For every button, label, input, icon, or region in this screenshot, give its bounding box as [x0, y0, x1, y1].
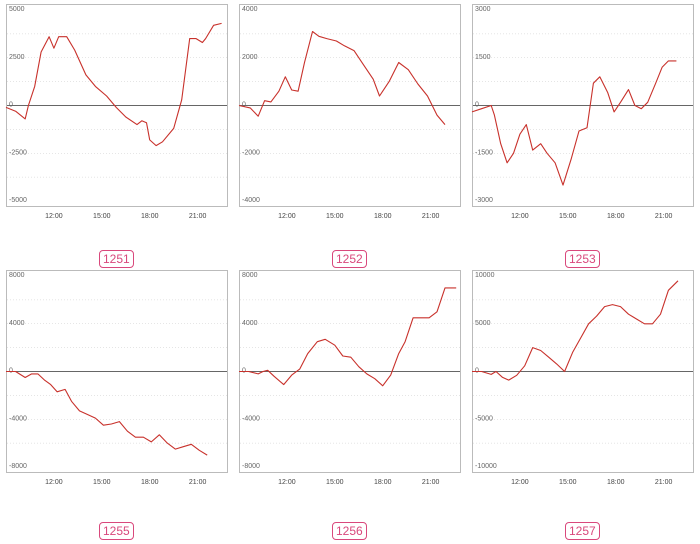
x-tick-label: 12:00 [278, 213, 296, 220]
x-tick-label: 15:00 [326, 213, 344, 220]
x-tick-label: 12:00 [511, 213, 529, 220]
chart-panel-1256: 8000 4000 0 -4000 -8000 12:00 15:00 18:00 21:00 [239, 270, 461, 489]
y-tick-label: -4000 [242, 415, 260, 422]
y-tick-label: 8000 [242, 272, 258, 279]
y-tick-label: 5000 [475, 320, 491, 327]
chart-label-badge[interactable]: 1257 [565, 522, 600, 540]
x-tick-label: 12:00 [45, 213, 63, 220]
x-tick-label: 18:00 [374, 213, 392, 220]
y-tick-label: -5000 [475, 415, 493, 422]
y-tick-label: 4000 [242, 6, 258, 13]
y-tick-label: 10000 [475, 272, 495, 279]
y-tick-label: 0 [9, 102, 13, 109]
y-tick-label: -5000 [9, 197, 27, 204]
x-tick-label: 21:00 [655, 213, 673, 220]
y-tick-label: -4000 [9, 415, 27, 422]
y-tick-label: -10000 [475, 463, 497, 470]
x-tick-label: 21:00 [189, 213, 207, 220]
x-tick-label: 18:00 [607, 479, 625, 486]
x-tick-label: 15:00 [93, 479, 111, 486]
x-tick-label: 21:00 [655, 479, 673, 486]
series-line-1253 [471, 60, 677, 186]
x-tick-label: 12:00 [45, 479, 63, 486]
y-tick-label: -8000 [242, 463, 260, 470]
series-line-1257 [472, 280, 679, 381]
x-tick-label: 15:00 [559, 213, 577, 220]
x-tick-label: 21:00 [422, 479, 440, 486]
x-tick-label: 12:00 [278, 479, 296, 486]
y-tick-label: 4000 [242, 320, 258, 327]
x-tick-label: 18:00 [607, 213, 625, 220]
series-line-1251 [5, 22, 222, 147]
y-tick-label: 3000 [475, 6, 491, 13]
x-tick-label: 18:00 [141, 479, 159, 486]
chart-svg-1251: 5000 2500 0 -2500 -5000 12:00 15:00 18:00 21:00 [5, 4, 228, 220]
y-tick-label: 1500 [475, 54, 491, 61]
chart-svg-1252: 4000 2000 0 -2000 -4000 12:00 15:00 18:00 21:00 [238, 4, 461, 220]
chart-label-badge[interactable]: 1253 [565, 250, 600, 268]
series-line-1256 [239, 287, 457, 387]
chart-label-badge[interactable]: 1251 [99, 250, 134, 268]
chart-label-badge[interactable]: 1256 [332, 522, 367, 540]
chart-panel-1255: 8000 4000 0 -4000 -8000 12:00 15:00 18:00 21:00 [6, 270, 228, 489]
plot-frame [472, 4, 694, 207]
chart-panel-1251: 5000 2500 0 -2500 -5000 12:00 15:00 18:00 21:00 [5, 4, 228, 223]
y-tick-label: 2000 [242, 54, 258, 61]
y-tick-label: -3000 [475, 197, 493, 204]
chart-panel-1252: 4000 2000 0 -2000 -4000 12:00 15:00 18:00 21:00 [238, 4, 461, 223]
chart-panel-1253: 3000 1500 0 -1500 -3000 12:00 15:00 18:00 21:00 [471, 4, 694, 223]
y-tick-label: 8000 [9, 272, 25, 279]
x-tick-label: 15:00 [559, 479, 577, 486]
y-tick-label: 0 [242, 102, 246, 109]
x-tick-label: 12:00 [511, 479, 529, 486]
chart-label-badge[interactable]: 1252 [332, 250, 367, 268]
y-tick-label: 2500 [9, 54, 25, 61]
x-tick-label: 18:00 [374, 479, 392, 486]
y-tick-label: -8000 [9, 463, 27, 470]
y-tick-label: 4000 [9, 320, 25, 327]
x-tick-label: 18:00 [141, 213, 159, 220]
y-tick-label: -1500 [475, 149, 493, 156]
chart-panel-1257: 10000 5000 0 -5000 -10000 12:00 15:00 18:00 21:0… [472, 270, 694, 489]
chart-svg-1253: 3000 1500 0 -1500 -3000 12:00 15:00 18:00 21:00 [471, 4, 694, 220]
x-tick-label: 15:00 [326, 479, 344, 486]
x-tick-label: 21:00 [189, 479, 207, 486]
series-line-1255 [6, 370, 208, 456]
plot-frame [6, 4, 228, 207]
x-tick-label: 21:00 [422, 213, 440, 220]
y-tick-label: 0 [475, 102, 479, 109]
y-tick-label: -4000 [242, 197, 260, 204]
chart-label-badge[interactable]: 1255 [99, 522, 134, 540]
y-tick-label: 5000 [9, 6, 25, 13]
series-line-1252 [238, 30, 446, 125]
x-tick-label: 15:00 [93, 213, 111, 220]
y-tick-label: -2000 [242, 149, 260, 156]
y-tick-label: -2500 [9, 149, 27, 156]
